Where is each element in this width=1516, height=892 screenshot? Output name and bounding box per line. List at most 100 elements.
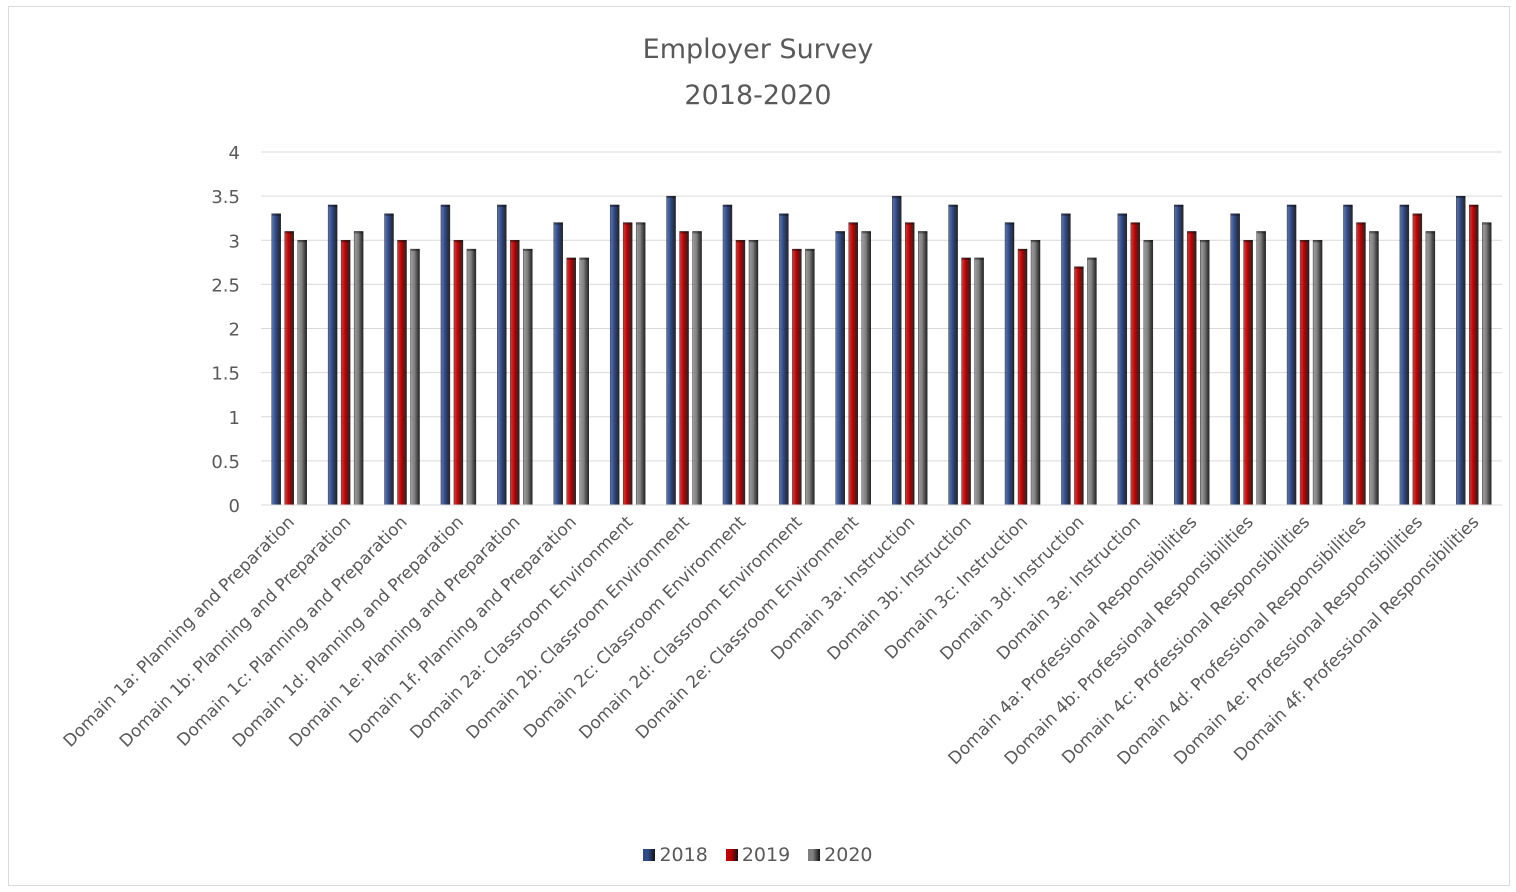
- y-tick-label: 4: [229, 143, 240, 164]
- bar-2020-5: [523, 248, 533, 506]
- bar-2020-13: [974, 257, 984, 506]
- bar-cap: [566, 257, 576, 260]
- bar-cap: [905, 222, 915, 225]
- chart-title: Employer Survey: [642, 34, 874, 65]
- bar-2018-8: [666, 195, 676, 506]
- bar-cap: [523, 249, 533, 252]
- bar-2018-16: [1117, 213, 1128, 506]
- bar-cap: [805, 249, 815, 252]
- legend-item-2018: 2018: [643, 844, 708, 866]
- bar-2020-21: [1425, 231, 1436, 506]
- bar-cap: [1256, 231, 1266, 234]
- bar-cap: [1412, 213, 1422, 216]
- bar-cap: [453, 240, 463, 243]
- bar-2020-8: [692, 231, 702, 506]
- bar-cap: [440, 204, 450, 207]
- bar-cap: [892, 196, 902, 199]
- bar-2019-5: [510, 240, 520, 506]
- bar-2019-12: [905, 222, 915, 506]
- legend-label: 2020: [824, 844, 873, 866]
- bar-cap: [1343, 204, 1353, 207]
- legend-swatch: [725, 849, 738, 861]
- bar-cap: [623, 222, 633, 225]
- bar-cap: [297, 240, 307, 243]
- bar-2020-17: [1200, 240, 1210, 506]
- legend-swatch: [808, 849, 821, 861]
- bar-cap: [961, 257, 971, 260]
- legend-label: 2019: [741, 844, 791, 866]
- bar-2020-1: [297, 240, 307, 506]
- bar-2020-19: [1312, 240, 1323, 506]
- bar-cap: [579, 257, 589, 260]
- bar-2019-15: [1074, 266, 1084, 506]
- bar-2019-21: [1412, 213, 1423, 506]
- bar-2019-8: [679, 231, 689, 506]
- bar-cap: [284, 231, 294, 234]
- bar-2018-4: [440, 204, 451, 506]
- bar-2020-7: [635, 222, 646, 506]
- bar-cap: [1187, 231, 1197, 234]
- bar-cap: [1469, 204, 1479, 207]
- legend-item-2020: 2020: [808, 844, 873, 866]
- y-tick-label: 2: [229, 320, 240, 341]
- bar-cap: [722, 204, 732, 207]
- bar-cap: [1005, 222, 1015, 225]
- bar-cap: [1117, 213, 1127, 216]
- bar-2020-11: [861, 231, 871, 506]
- y-tick-label: 3: [229, 231, 240, 252]
- bar-cap: [410, 249, 420, 252]
- bar-2020-2: [353, 231, 364, 506]
- bar-2018-2: [327, 204, 338, 506]
- bar-2018-1: [271, 213, 281, 506]
- bar-2019-4: [453, 240, 464, 506]
- bar-cap: [1130, 222, 1140, 225]
- legend-label: 2018: [659, 844, 708, 866]
- bar-cap: [1243, 240, 1253, 243]
- bar-2020-14: [1030, 240, 1041, 506]
- bar-2019-16: [1130, 222, 1141, 506]
- bar-cap: [1399, 204, 1409, 207]
- bar-cap: [835, 231, 845, 234]
- bar-2018-6: [553, 222, 563, 506]
- bar-2019-1: [284, 231, 294, 506]
- bar-cap: [497, 204, 507, 207]
- bar-2018-18: [1230, 213, 1240, 506]
- bar-cap: [948, 204, 958, 207]
- bar-2019-10: [792, 248, 802, 506]
- bar-cap: [1356, 222, 1366, 225]
- bar-2019-17: [1187, 231, 1197, 506]
- bar-2020-22: [1482, 222, 1492, 506]
- bar-cap: [1074, 266, 1084, 269]
- bar-2019-13: [961, 257, 971, 506]
- bar-2018-19: [1286, 204, 1297, 506]
- bar-2020-18: [1256, 231, 1266, 506]
- bar-cap: [1087, 257, 1097, 260]
- bar-2020-20: [1369, 231, 1379, 506]
- y-tick-label: 0: [229, 496, 240, 517]
- bar-2020-6: [579, 257, 589, 506]
- bar-2019-6: [566, 257, 576, 506]
- bar-cap: [692, 231, 702, 234]
- bar-2019-9: [735, 240, 746, 506]
- bar-cap: [354, 231, 364, 234]
- bar-cap: [510, 240, 520, 243]
- bar-cap: [1313, 240, 1323, 243]
- bar-2019-18: [1243, 240, 1253, 506]
- bar-cap: [779, 213, 789, 216]
- bars: [271, 195, 1492, 506]
- bar-2020-3: [410, 248, 420, 506]
- bar-cap: [1456, 196, 1466, 199]
- y-tick-label: 0.5: [211, 452, 240, 473]
- bar-cap: [636, 222, 646, 225]
- bar-cap: [666, 196, 676, 199]
- bar-cap: [328, 204, 338, 207]
- bar-cap: [1174, 204, 1184, 207]
- bar-2018-3: [384, 213, 394, 506]
- bar-2018-20: [1343, 204, 1353, 506]
- bar-2019-22: [1469, 204, 1479, 506]
- bar-cap: [1425, 231, 1435, 234]
- bar-cap: [1369, 231, 1379, 234]
- bar-2020-16: [1143, 240, 1154, 506]
- chart-subtitle: 2018-2020: [684, 80, 832, 111]
